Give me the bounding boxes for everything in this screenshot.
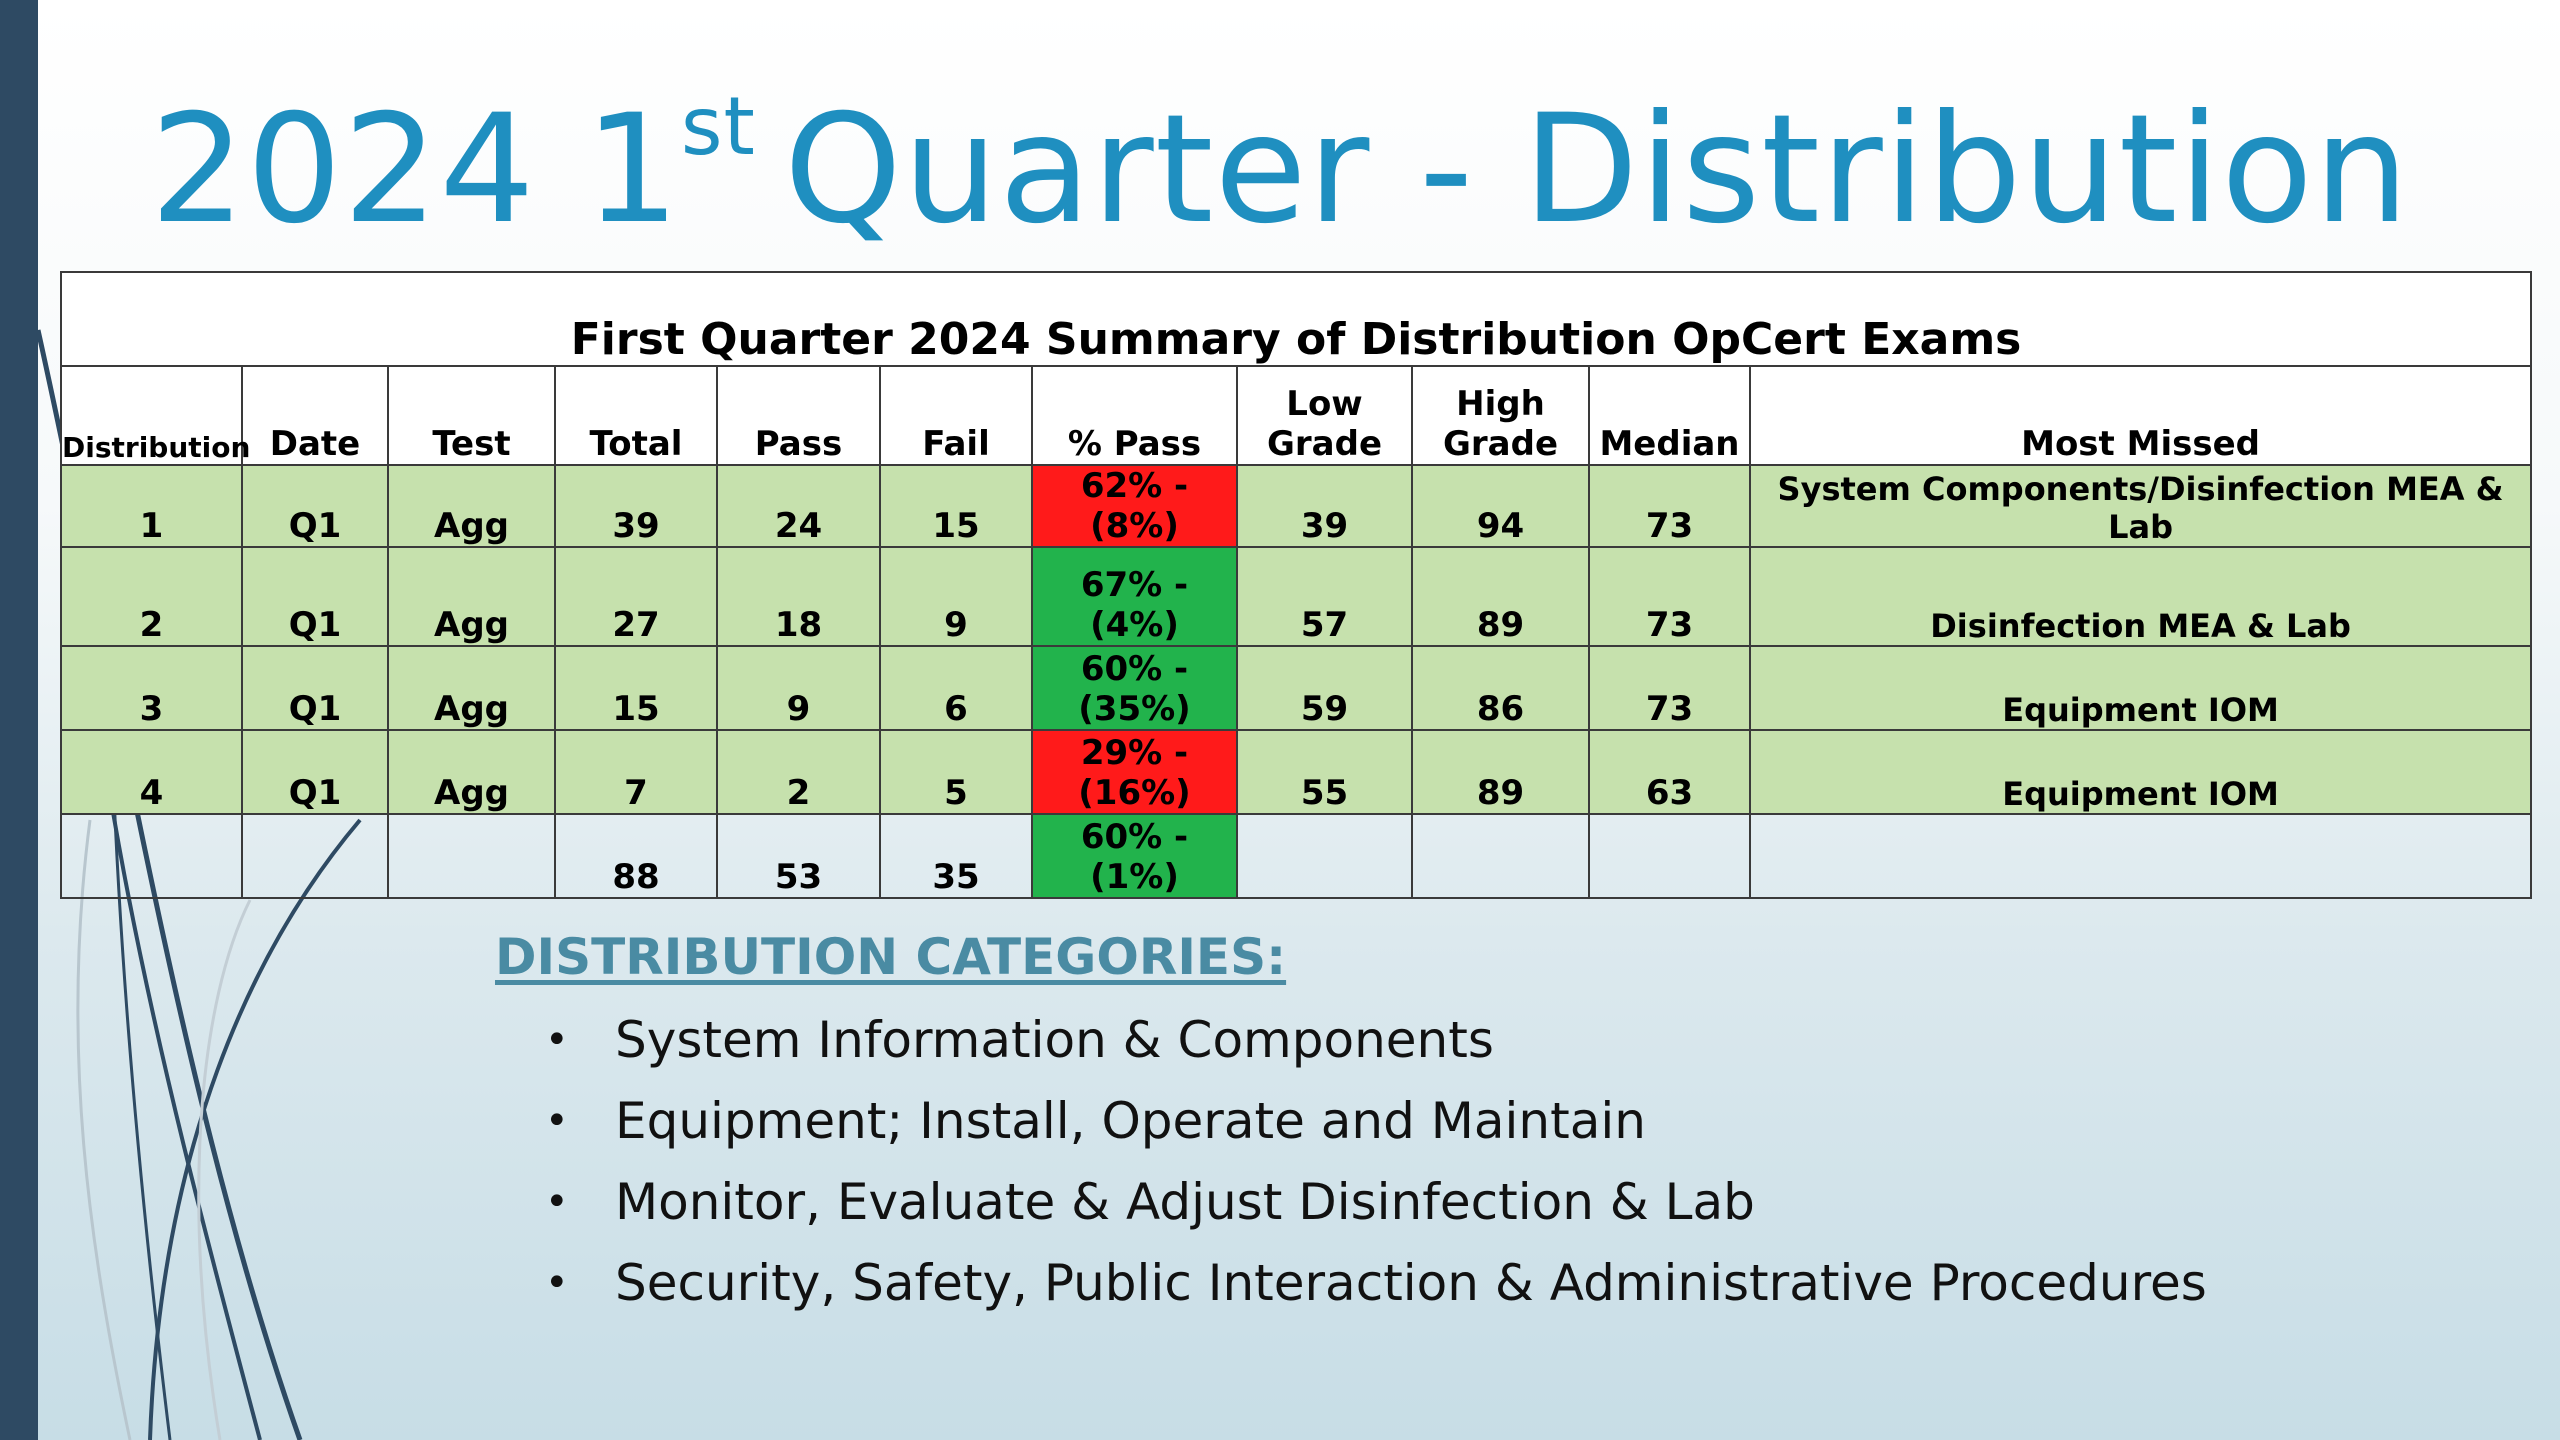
header-test: Test [387,365,556,466]
list-item: • Security, Safety, Public Interaction & … [545,1251,2207,1332]
table-totals-row: 88 53 35 60% - (1%) [60,813,2533,899]
header-fail: Fail [879,365,1033,466]
cell-median: 63 [1588,729,1751,815]
header-high-grade: High Grade [1411,365,1590,466]
cell-high-grade: 89 [1411,729,1590,815]
cell-empty [60,813,243,899]
cell-total: 7 [554,729,718,815]
categories-list: • System Information & Components • Equipm… [545,1008,2207,1332]
header-pass: Pass [716,365,881,466]
cell-median: 73 [1588,645,1751,731]
cell-distribution: 3 [60,645,243,731]
cell-most-missed: System Components/Disinfection MEA & Lab [1748,464,2533,548]
total-total: 88 [554,813,718,899]
header-total: Total [554,365,718,466]
cell-distribution: 2 [60,546,243,647]
total-pass: 53 [716,813,881,899]
cell-test: Agg [387,464,556,548]
categories-heading: DISTRIBUTION CATEGORIES: [495,928,1287,986]
total-pct-pass: 60% - (1%) [1031,813,1238,899]
cell-total: 27 [554,546,718,647]
header-date: Date [241,365,389,466]
cell-empty [1236,813,1413,899]
title-superscript: st [680,80,756,173]
cell-median: 73 [1588,464,1751,548]
cell-pass: 2 [716,729,881,815]
bullet-icon: • [545,1179,569,1225]
summary-table: First Quarter 2024 Summary of Distributi… [59,271,2533,899]
cell-total: 15 [554,645,718,731]
table-header-row: Distribution Date Test Total Pass Fail %… [60,365,2533,466]
cell-fail: 6 [879,645,1033,731]
cell-fail: 5 [879,729,1033,815]
list-item: • Equipment; Install, Operate and Maintai… [545,1089,2207,1170]
table-caption: First Quarter 2024 Summary of Distributi… [59,271,2533,367]
cell-fail: 15 [879,464,1033,548]
title-main: 2024 1 [150,83,681,257]
header-pct-pass: % Pass [1031,365,1238,466]
cell-pass: 24 [716,464,881,548]
cell-date: Q1 [241,464,389,548]
category-text: System Information & Components [615,1011,1494,1069]
table-row: 4 Q1 Agg 7 2 5 29% - (16%) 55 89 63 Equi… [60,729,2533,815]
cell-high-grade: 86 [1411,645,1590,731]
category-text: Equipment; Install, Operate and Maintain [615,1092,1646,1150]
cell-most-missed: Equipment IOM [1748,729,2533,815]
cell-low-grade: 57 [1236,546,1413,647]
cell-fail: 9 [879,546,1033,647]
cell-pct-pass: 29% - (16%) [1031,729,1238,815]
cell-distribution: 1 [60,464,243,548]
cell-median: 73 [1588,546,1751,647]
header-median: Median [1588,365,1751,466]
slide-title: 2024 1st Quarter - Distribution [0,87,2560,246]
title-rest: Quarter - Distribution [783,83,2410,257]
cell-total: 39 [554,464,718,548]
list-item: • System Information & Components [545,1008,2207,1089]
cell-pct-pass: 60% - (35%) [1031,645,1238,731]
header-most-missed: Most Missed [1748,365,2533,466]
cell-distribution: 4 [60,729,243,815]
cell-low-grade: 55 [1236,729,1413,815]
category-text: Monitor, Evaluate & Adjust Disinfection … [615,1173,1755,1231]
table-row: 2 Q1 Agg 27 18 9 67% - (4%) 57 89 73 Dis… [60,546,2533,647]
cell-date: Q1 [241,546,389,647]
cell-pct-pass: 62% - (8%) [1031,464,1238,548]
table-row: 1 Q1 Agg 39 24 15 62% - (8%) 39 94 73 Sy… [60,464,2533,548]
header-low-grade: Low Grade [1236,365,1413,466]
cell-date: Q1 [241,645,389,731]
cell-test: Agg [387,546,556,647]
cell-empty [241,813,389,899]
cell-pct-pass: 67% - (4%) [1031,546,1238,647]
list-item: • Monitor, Evaluate & Adjust Disinfection… [545,1170,2207,1251]
bullet-icon: • [545,1098,569,1144]
left-accent-bar [0,0,38,1440]
cell-low-grade: 59 [1236,645,1413,731]
cell-test: Agg [387,645,556,731]
bullet-icon: • [545,1017,569,1063]
cell-most-missed: Equipment IOM [1748,645,2533,731]
cell-empty [387,813,556,899]
total-fail: 35 [879,813,1033,899]
table-row: 3 Q1 Agg 15 9 6 60% - (35%) 59 86 73 Equ… [60,645,2533,731]
header-distribution: Distribution [60,365,250,466]
cell-high-grade: 94 [1411,464,1590,548]
cell-empty [1588,813,1751,899]
cell-low-grade: 39 [1236,464,1413,548]
cell-pass: 18 [716,546,881,647]
cell-empty [1748,813,2533,899]
cell-pass: 9 [716,645,881,731]
cell-empty [1411,813,1590,899]
bullet-icon: • [545,1260,569,1306]
cell-most-missed: Disinfection MEA & Lab [1748,546,2533,647]
cell-high-grade: 89 [1411,546,1590,647]
cell-test: Agg [387,729,556,815]
cell-date: Q1 [241,729,389,815]
category-text: Security, Safety, Public Interaction & A… [615,1254,2207,1312]
